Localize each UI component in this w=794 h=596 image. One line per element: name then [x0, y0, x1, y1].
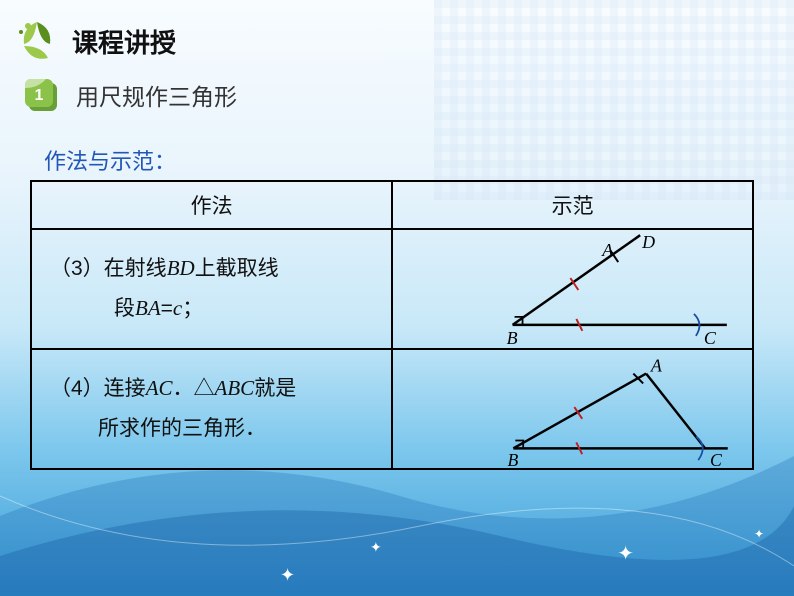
table-row: （4）连接AC．△ABC就是 所求作的三角形． A B C: [31, 349, 753, 469]
table-header-row: 作法 示范: [31, 181, 753, 229]
svg-text:A: A: [602, 240, 615, 260]
header-method: 作法: [31, 181, 392, 229]
section-badge-icon: 1: [20, 74, 62, 116]
leaf-logo-icon: [14, 18, 60, 64]
method-cell-3: （3）在射线BD上截取线 段BA=c；: [31, 229, 392, 349]
svg-text:B: B: [508, 450, 519, 468]
method-table: 作法 示范 （3）在射线BD上截取线 段BA=c； A D B: [30, 180, 754, 470]
svg-text:A: A: [650, 356, 662, 376]
header: 课程讲授: [14, 18, 176, 64]
diagram-step4: A B C: [393, 350, 752, 468]
section-header: 1 用尺规作三角形: [20, 74, 237, 116]
section-label: 作法与示范：: [44, 144, 176, 176]
demo-cell-4: A B C: [392, 349, 753, 469]
svg-text:B: B: [507, 328, 518, 348]
table-row: （3）在射线BD上截取线 段BA=c； A D B C: [31, 229, 753, 349]
method-cell-4: （4）连接AC．△ABC就是 所求作的三角形．: [31, 349, 392, 469]
star-icon: ✦: [754, 527, 764, 541]
star-icon: ✦: [280, 565, 295, 586]
star-icon: ✦: [617, 541, 634, 566]
demo-cell-3: A D B C: [392, 229, 753, 349]
page-title: 课程讲授: [72, 23, 176, 60]
section-subtitle: 用尺规作三角形: [76, 78, 237, 112]
diagram-step3: A D B C: [393, 230, 752, 348]
star-icon: ✦: [370, 539, 382, 556]
checker-pattern: [434, 0, 794, 200]
svg-text:D: D: [641, 232, 655, 252]
svg-text:C: C: [704, 328, 717, 348]
header-demo: 示范: [392, 181, 753, 229]
svg-text:1: 1: [35, 87, 44, 104]
svg-text:C: C: [710, 450, 722, 468]
